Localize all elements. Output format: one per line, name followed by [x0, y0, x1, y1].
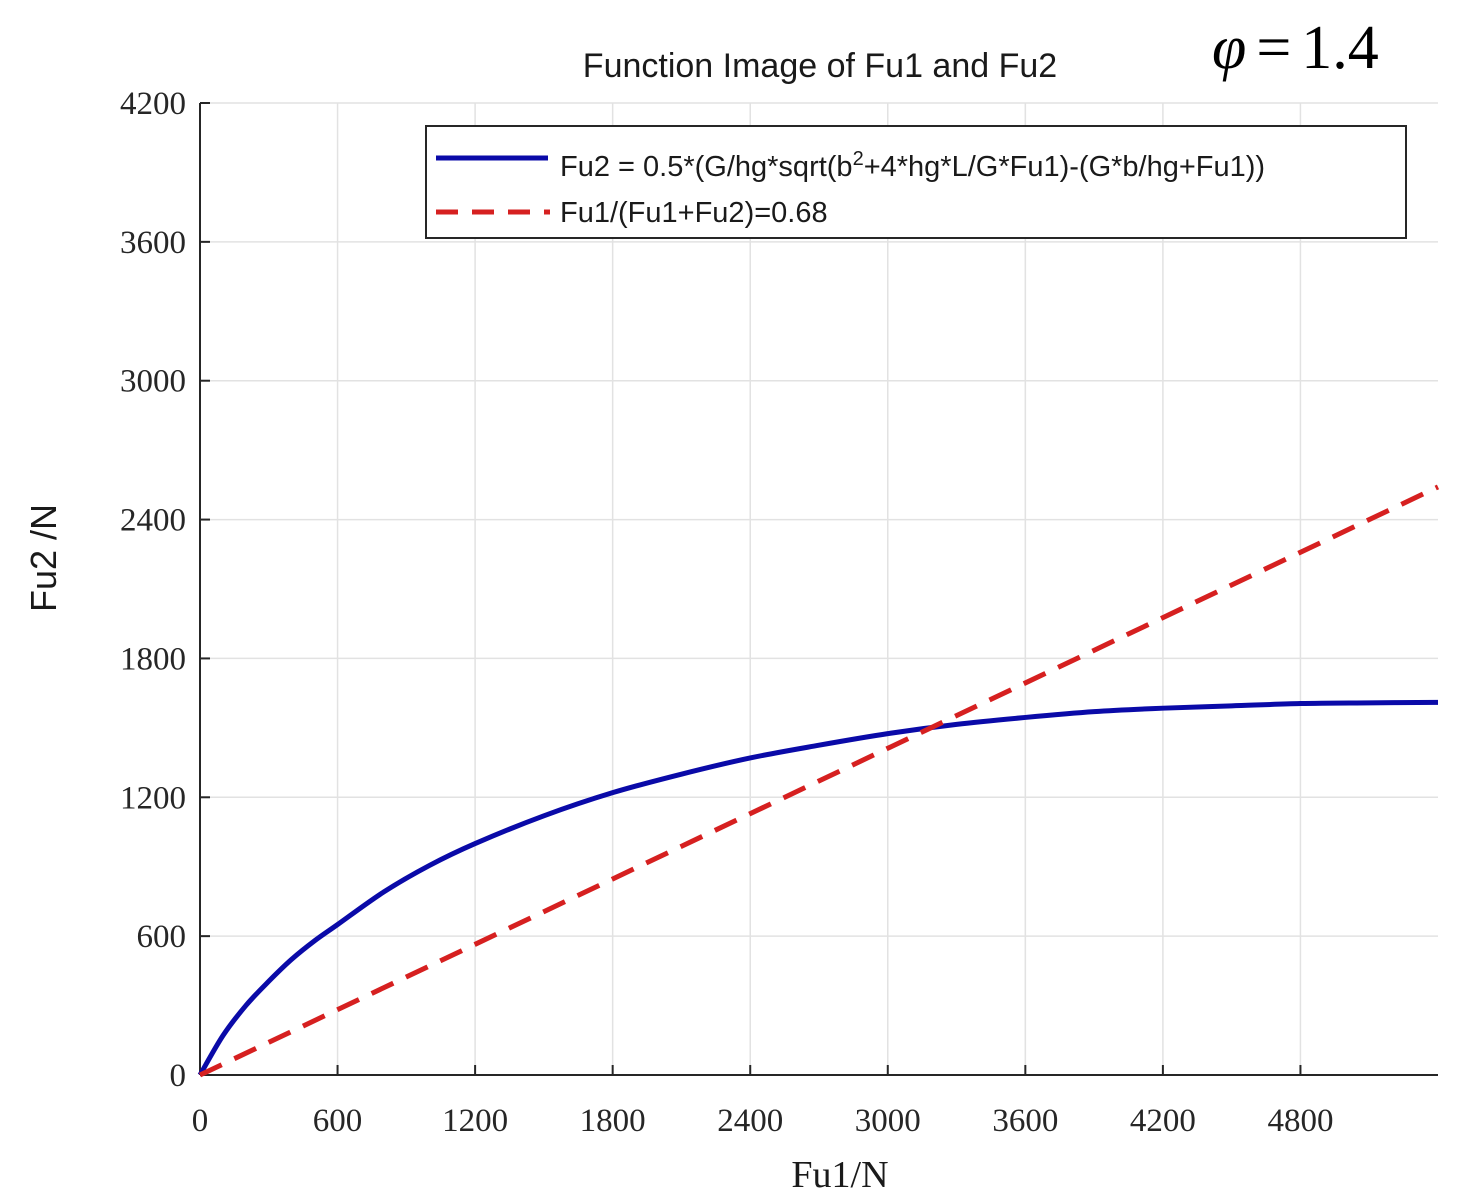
legend-entry-fu2-suffix: +4*hg*L/G*Fu1)-(G*b/hg+Fu1))	[864, 151, 1265, 183]
legend-entry-fu2-prefix: Fu2 = 0.5*(G/hg*sqrt(b	[560, 151, 853, 183]
ticks: 0 600 1200 1800 2400 3000 3600 4200 4800 0 600 1200…	[120, 86, 1333, 1139]
x-tick-label-1: 600	[313, 1103, 363, 1139]
y-tick-label-3: 1800	[120, 641, 186, 677]
legend-entry-fu2-sup: 2	[853, 148, 864, 170]
legend-entry-fu2: Fu2 = 0.5*(G/hg*sqrt(b2+4*hg*L/G*Fu1)-(G…	[560, 148, 1265, 183]
phi-operator: =	[1256, 14, 1291, 82]
phi-value: 1.4	[1301, 14, 1379, 82]
series	[197, 484, 1440, 1078]
y-tick-label-5: 3000	[120, 364, 186, 400]
x-tick-label-8: 4800	[1267, 1103, 1333, 1139]
x-tick-label-6: 3600	[992, 1103, 1058, 1139]
y-tick-label-1: 600	[137, 919, 187, 955]
plot-area	[200, 103, 1438, 1075]
x-tick-label-5: 3000	[855, 1103, 921, 1139]
x-tick-label-7: 4200	[1130, 1103, 1196, 1139]
y-tick-label-6: 3600	[120, 225, 186, 261]
x-tick-label-0: 0	[192, 1103, 209, 1139]
x-axis-label: Fu1/N	[791, 1154, 888, 1196]
grid	[200, 102, 1438, 1075]
series-line-0	[197, 699, 1439, 1077]
phi-annotation: φ = 1.4	[1212, 14, 1379, 82]
chart-title: Function Image of Fu1 and Fu2	[583, 47, 1057, 85]
legend-entry-ratio: Fu1/(Fu1+Fu2)=0.68	[560, 197, 828, 229]
y-tick-label-7: 4200	[120, 86, 186, 122]
series-line-1	[198, 484, 1440, 1078]
x-tick-label-3: 1800	[580, 1103, 646, 1139]
x-tick-label-4: 2400	[717, 1103, 783, 1139]
legend-box	[425, 125, 1407, 239]
axes	[199, 103, 1438, 1076]
phi-symbol: φ	[1212, 14, 1246, 82]
y-tick-label-0: 0	[170, 1058, 187, 1094]
y-tick-label-4: 2400	[120, 503, 186, 539]
legend: Fu2 = 0.5*(G/hg*sqrt(b2+4*hg*L/G*Fu1)-(G…	[425, 125, 1407, 239]
y-tick-label-2: 1200	[120, 780, 186, 816]
y-axis-label: Fu2 /N	[23, 504, 64, 612]
x-tick-label-2: 1200	[442, 1103, 508, 1139]
